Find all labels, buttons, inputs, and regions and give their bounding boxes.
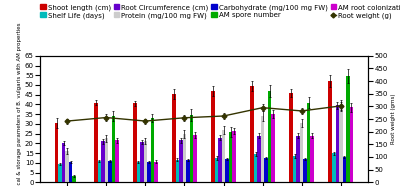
Bar	[211, 91, 215, 182]
Bar	[254, 154, 257, 182]
Bar	[304, 159, 307, 182]
Root weight (g)	[338, 105, 343, 107]
Y-axis label: Morphological & storage parameters of B. vulgaris with AM properties: Morphological & storage parameters of B.…	[17, 23, 22, 186]
Bar	[136, 162, 140, 182]
Legend: Shoot length (cm), Shelf Life (days), Root Circumference (cm), Protein (mg/100 m: Shoot length (cm), Shelf Life (days), Ro…	[40, 4, 400, 19]
Bar	[94, 102, 98, 182]
Bar	[183, 134, 186, 182]
Root weight (g)	[221, 115, 226, 117]
Root weight (g)	[182, 117, 187, 119]
Bar	[261, 116, 264, 182]
Bar	[257, 136, 261, 182]
Bar	[69, 162, 72, 182]
Bar	[133, 103, 136, 182]
Bar	[268, 91, 272, 182]
Bar	[350, 107, 353, 182]
Bar	[186, 160, 190, 182]
Bar	[108, 161, 112, 182]
Bar	[328, 81, 332, 182]
Bar	[179, 140, 183, 182]
Bar	[342, 157, 346, 182]
Bar	[58, 164, 62, 182]
Bar	[101, 141, 104, 182]
Line: Root weight (g): Root weight (g)	[66, 104, 342, 123]
Bar	[307, 102, 310, 182]
Bar	[190, 115, 193, 182]
Bar	[293, 156, 296, 182]
Bar	[115, 140, 119, 182]
Bar	[332, 153, 336, 182]
Bar	[193, 135, 197, 182]
Root weight (g)	[299, 110, 304, 112]
Bar	[176, 160, 179, 182]
Bar	[215, 158, 218, 182]
Bar	[154, 162, 158, 182]
Bar	[222, 130, 225, 182]
Bar	[72, 177, 76, 182]
Bar	[172, 94, 176, 182]
Bar	[104, 139, 108, 182]
Bar	[232, 131, 236, 182]
Bar	[144, 141, 147, 182]
Bar	[62, 143, 66, 182]
Y-axis label: Root weight (gms): Root weight (gms)	[390, 94, 396, 144]
Root weight (g)	[65, 120, 70, 122]
Bar	[339, 105, 342, 182]
Bar	[346, 76, 350, 182]
Bar	[272, 114, 275, 182]
Bar	[218, 137, 222, 182]
Bar	[98, 161, 101, 182]
Bar	[151, 118, 154, 182]
Bar	[250, 86, 254, 182]
Bar	[300, 123, 304, 182]
Bar	[229, 132, 232, 182]
Root weight (g)	[260, 107, 265, 109]
Bar	[55, 123, 58, 182]
Bar	[147, 162, 151, 182]
Root weight (g)	[143, 120, 148, 122]
Bar	[140, 142, 144, 182]
Bar	[66, 151, 69, 182]
Bar	[112, 116, 115, 182]
Bar	[296, 136, 300, 182]
Bar	[264, 158, 268, 182]
Bar	[289, 93, 293, 182]
Root weight (g)	[104, 116, 109, 119]
Bar	[310, 136, 314, 182]
Bar	[336, 105, 339, 182]
Bar	[225, 159, 229, 182]
